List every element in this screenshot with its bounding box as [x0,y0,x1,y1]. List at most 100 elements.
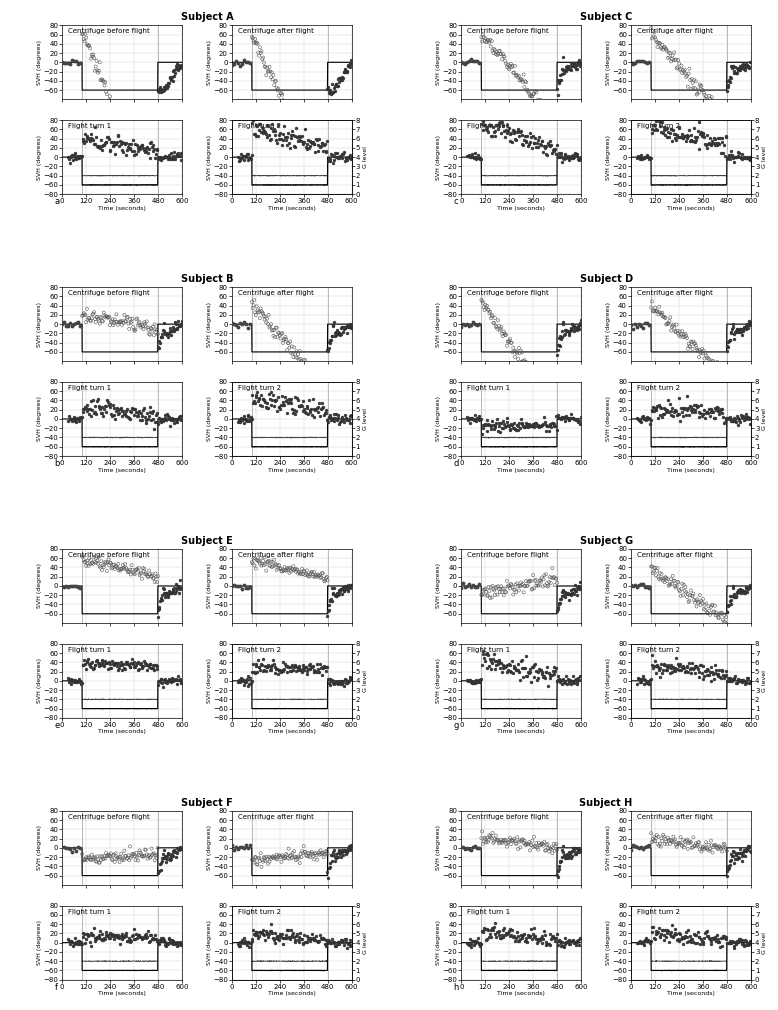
Point [255,123,268,139]
Point [173,581,186,597]
Point [306,564,318,580]
Point [261,395,274,411]
Point [152,864,164,880]
Point [343,837,356,853]
Point [121,135,133,152]
Point [316,135,328,152]
Point [74,935,86,951]
Point [730,935,742,951]
Point [717,614,730,630]
Point [335,70,348,86]
Point [558,847,570,864]
Point [722,857,734,874]
Point [528,573,541,589]
Point [78,401,90,417]
Point [292,392,304,408]
Point [502,123,514,139]
Point [563,674,576,690]
Point [129,159,142,175]
Point [323,409,335,425]
Point [703,842,716,858]
Point [471,674,483,690]
Point [680,924,692,940]
Point [631,838,643,854]
Point [724,853,737,870]
Point [151,141,163,158]
Point [342,58,355,74]
Point [689,335,701,351]
Point [130,311,142,327]
Point [80,926,93,942]
Point [472,412,485,428]
Point [228,842,240,858]
Point [324,860,336,876]
Point [125,313,138,329]
Point [740,841,752,857]
Point [258,849,271,866]
Point [654,118,666,134]
Point [270,850,282,867]
Point [468,578,480,594]
Point [170,321,182,337]
Point [320,402,332,418]
Point [549,418,562,434]
Point [137,172,149,188]
Point [56,316,68,332]
Point [552,936,565,952]
Point [325,146,338,163]
Point [299,404,311,420]
Point [159,589,172,605]
Point [261,128,273,144]
Point [572,932,584,948]
Point [242,153,254,169]
Point [254,300,267,316]
Point [548,842,561,858]
Point [268,397,280,413]
Point [284,847,296,864]
Point [713,666,725,682]
Point [545,667,557,683]
Point [636,671,648,687]
Point [689,74,702,90]
Point [100,308,112,324]
Point [150,569,163,585]
Point [272,557,284,573]
Point [106,851,118,868]
Point [532,930,545,946]
Point [265,397,278,413]
Point [552,148,565,165]
Point [158,411,170,427]
Point [631,935,643,951]
Point [478,299,490,315]
Point [647,833,660,849]
Point [86,306,99,322]
Point [321,842,333,858]
Point [71,147,83,164]
Point [239,674,251,690]
Point [643,150,655,167]
Point [294,845,307,862]
Point [664,396,676,412]
Point [541,418,553,434]
Point [689,404,702,420]
Point [570,145,583,162]
Point [534,371,546,387]
Point [552,407,565,423]
Point [251,856,263,873]
Point [250,307,262,323]
Point [265,560,278,576]
Point [742,58,755,74]
Point [537,579,549,595]
Point [111,560,124,576]
Point [664,121,677,137]
Point [541,575,553,591]
Point [691,341,703,358]
Point [159,325,172,341]
Point [81,301,93,317]
Point [478,921,491,937]
Point [465,674,478,690]
Point [281,405,293,421]
Point [251,34,263,50]
Point [166,583,179,599]
Point [641,838,654,854]
